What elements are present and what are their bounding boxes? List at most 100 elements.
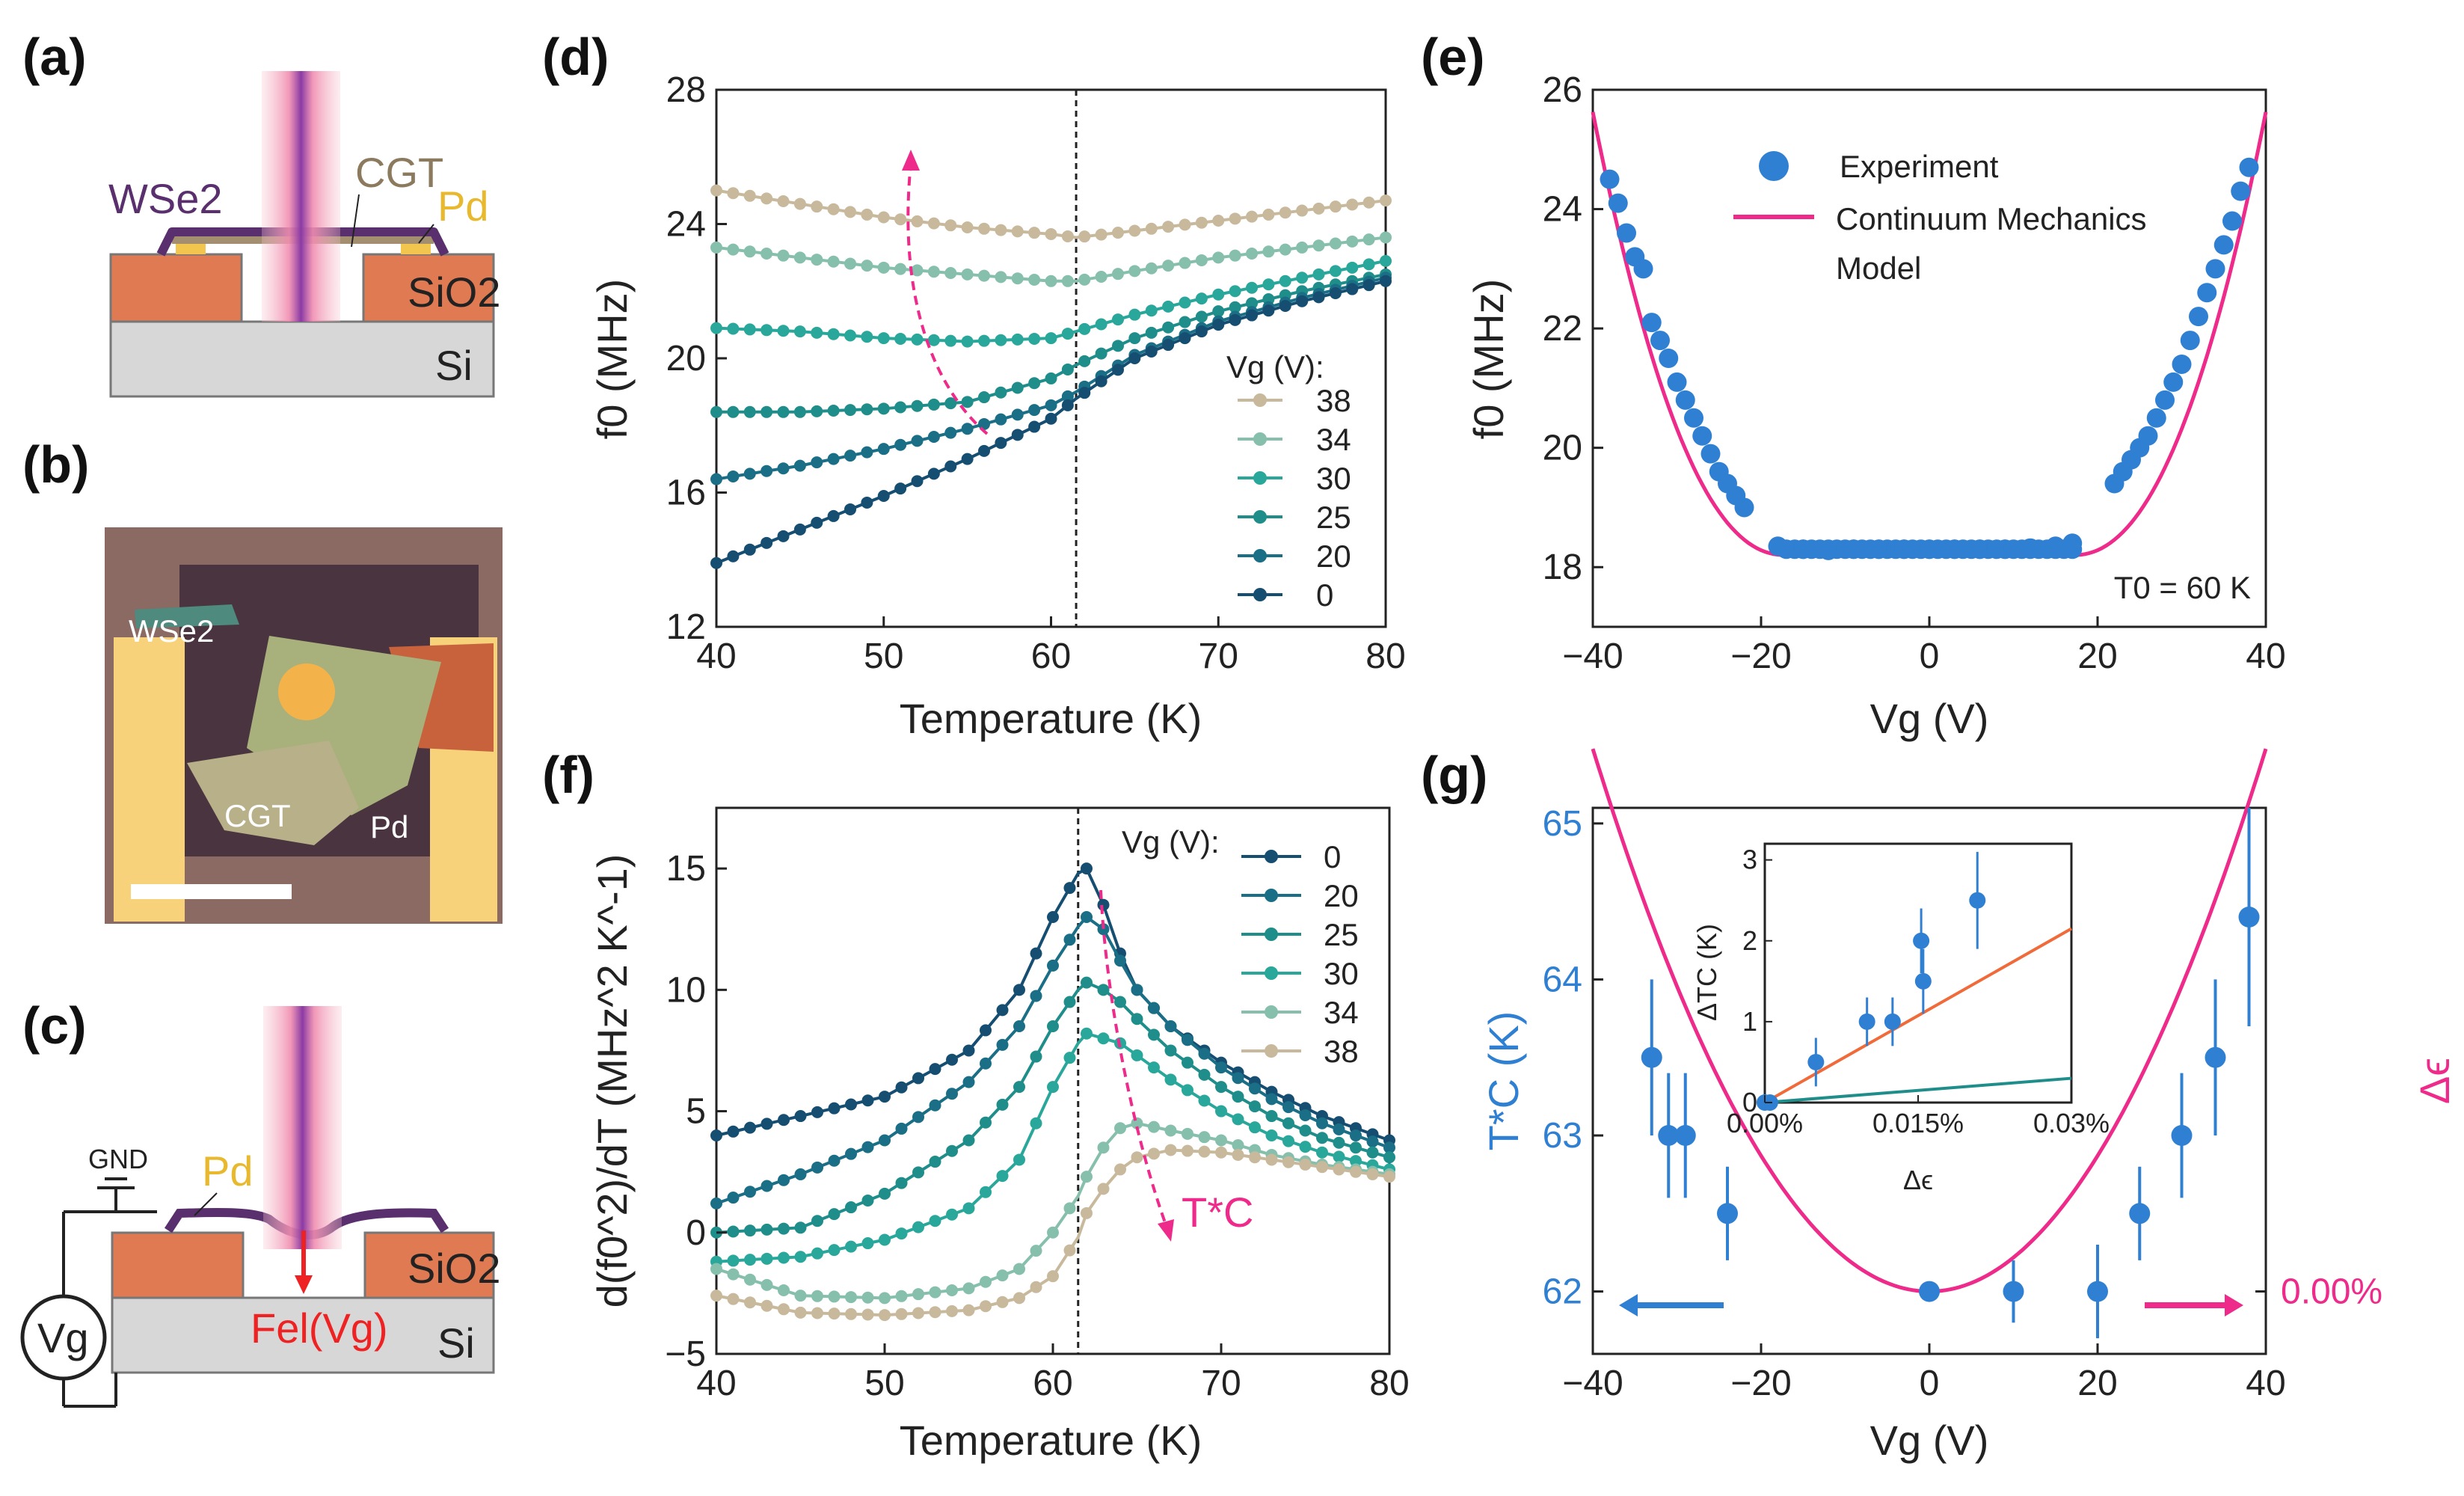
data-point	[879, 1309, 891, 1322]
y-tick-label: 24	[666, 205, 706, 245]
x-tick-label: 50	[864, 1364, 904, 1403]
data-point	[1011, 408, 1024, 421]
sio2-left-c	[111, 1231, 245, 1299]
data-point	[844, 329, 856, 342]
data-point	[1013, 1292, 1025, 1305]
data-point	[778, 1303, 790, 1316]
data-point	[1333, 1123, 1345, 1135]
series-line-34	[716, 1121, 1390, 1300]
data-point	[861, 1094, 874, 1107]
data-point	[727, 550, 740, 562]
data-point	[944, 460, 957, 473]
data-point	[895, 1081, 908, 1094]
data-point	[1329, 237, 1342, 250]
data-point	[1011, 429, 1024, 441]
annotation-tc: T*C	[1182, 1189, 1253, 1236]
data-point	[793, 523, 806, 536]
legend-marker-34	[1253, 432, 1267, 446]
data-point	[1198, 1131, 1211, 1144]
data-point	[1182, 1127, 1193, 1140]
data-point	[912, 1166, 924, 1179]
data-point	[1212, 251, 1225, 264]
data-point	[1362, 196, 1375, 209]
data-point	[1182, 1144, 1193, 1157]
data-point	[811, 405, 823, 417]
legend-marker-experiment	[1759, 151, 1789, 181]
micro-label-wse2: WSe2	[129, 613, 214, 649]
data-point	[1047, 1081, 1059, 1094]
data-point	[1198, 1145, 1211, 1158]
data-point	[1061, 363, 1074, 375]
data-point	[1329, 265, 1342, 278]
data-point	[944, 219, 957, 232]
experiment-point	[2155, 390, 2175, 410]
data-point	[1383, 1151, 1395, 1164]
data-point	[1265, 1110, 1278, 1123]
experiment-point	[2138, 426, 2158, 446]
inset-point	[1914, 972, 1932, 990]
data-point	[877, 261, 890, 274]
data-point	[1265, 1153, 1278, 1166]
experiment-point	[1608, 193, 1628, 213]
data-point	[1333, 1136, 1345, 1149]
data-point	[895, 1227, 908, 1240]
data-point	[1047, 1020, 1059, 1032]
data-point	[1279, 206, 1291, 219]
data-point	[895, 1122, 908, 1135]
data-point	[1047, 911, 1059, 923]
data-point	[1013, 1153, 1025, 1166]
pd-pointer-c	[194, 1192, 218, 1216]
data-point	[1249, 1082, 1261, 1095]
data-point	[727, 1225, 740, 1238]
data-point	[1380, 231, 1392, 244]
x-tick-label: 80	[1365, 637, 1405, 676]
data-point	[1063, 1244, 1076, 1257]
data-point	[912, 1221, 924, 1233]
series-group-f	[710, 808, 1395, 1354]
axis-ticks-d: 40 50 60 70 80 12 16 20 24 28	[666, 70, 1406, 676]
data-point	[793, 197, 806, 210]
data-point	[1114, 1163, 1126, 1176]
data-point	[995, 413, 1007, 426]
data-point	[978, 222, 990, 235]
y-tick-label: 20	[1543, 429, 1582, 468]
data-point	[1198, 1047, 1211, 1060]
data-point	[1198, 1068, 1211, 1081]
data-point	[1128, 265, 1141, 278]
data-point	[1215, 1134, 1227, 1147]
x-tick-label: −40	[1562, 637, 1623, 676]
data-point	[811, 254, 823, 266]
data-point	[1380, 275, 1392, 287]
data-point	[894, 213, 907, 226]
data-point	[946, 1144, 958, 1157]
trend-arrowhead-f	[1158, 1219, 1174, 1242]
data-point	[761, 1252, 773, 1265]
legend-label-38: 38	[1324, 1034, 1359, 1069]
data-point	[1232, 1138, 1244, 1151]
y-tick-label: 18	[1543, 548, 1582, 587]
laser-beam	[262, 71, 340, 322]
data-point	[962, 1202, 975, 1215]
data-point	[1128, 224, 1141, 237]
data-point	[995, 334, 1007, 346]
data-point	[827, 203, 840, 215]
data-point	[1063, 882, 1076, 895]
si-substrate-c	[111, 1296, 495, 1374]
data-point	[980, 1300, 992, 1313]
data-point	[1112, 268, 1124, 280]
data-point	[1164, 1044, 1177, 1057]
data-point	[1030, 1281, 1042, 1293]
y-tick-label: 62	[1543, 1272, 1582, 1312]
data-point	[2205, 1046, 2226, 1068]
experiment-point	[2163, 372, 2184, 392]
data-point	[879, 1091, 891, 1103]
data-point	[894, 401, 907, 414]
data-point	[1095, 375, 1107, 387]
data-point	[877, 443, 890, 456]
legend-model-wrap: Continuum Mechanics Model	[1836, 201, 2147, 286]
data-point	[927, 266, 940, 278]
data-point	[911, 399, 924, 412]
data-point	[1063, 1052, 1076, 1064]
data-point	[978, 444, 990, 457]
data-point	[828, 1244, 841, 1257]
